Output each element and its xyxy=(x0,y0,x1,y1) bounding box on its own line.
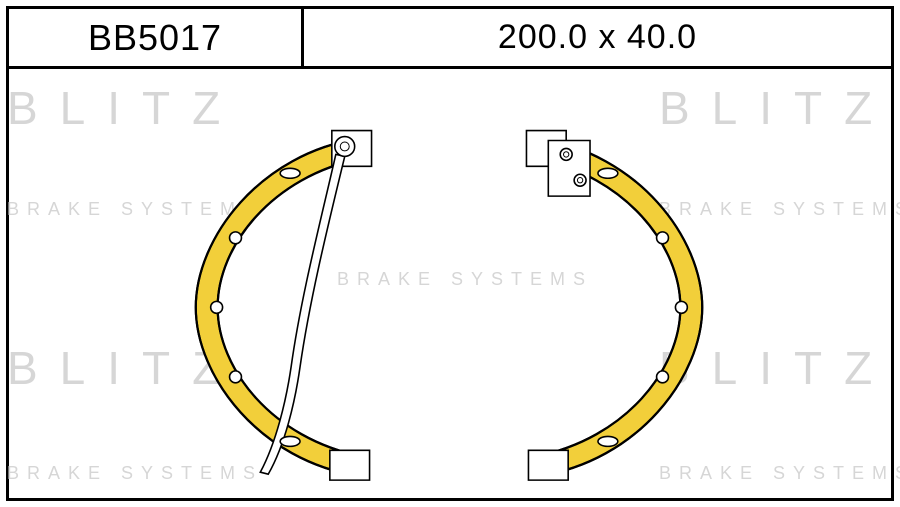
dimensions-cell: 200.0 x 40.0 xyxy=(304,9,891,66)
header-row: BB5017 200.0 x 40.0 xyxy=(9,9,891,69)
dimensions: 200.0 x 40.0 xyxy=(498,18,697,57)
part-number: BB5017 xyxy=(88,17,222,59)
diagram-area: BLITZ BLITZ BRAKE SYSTEMS BRAKE SYSTEMS … xyxy=(9,69,891,498)
part-number-cell: BB5017 xyxy=(9,9,304,66)
brake-shoes-svg xyxy=(9,69,891,498)
drawing-frame: BB5017 200.0 x 40.0 BLITZ BLITZ BRAKE SY… xyxy=(6,6,894,501)
